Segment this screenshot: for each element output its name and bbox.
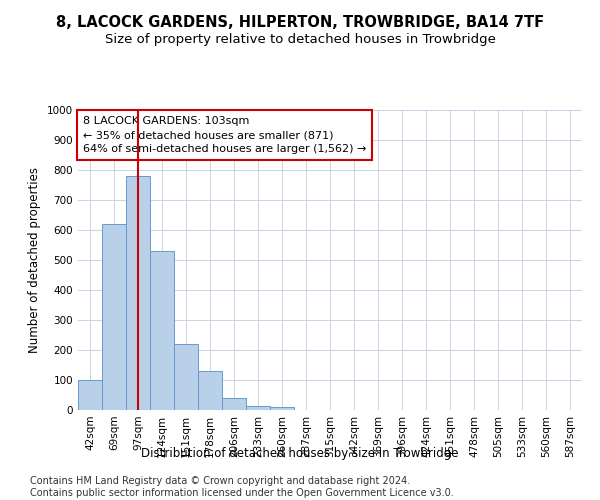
Bar — [78, 380, 102, 410]
Text: 8 LACOCK GARDENS: 103sqm
← 35% of detached houses are smaller (871)
64% of semi-: 8 LACOCK GARDENS: 103sqm ← 35% of detach… — [83, 116, 367, 154]
Bar — [150, 251, 174, 410]
Text: 8, LACOCK GARDENS, HILPERTON, TROWBRIDGE, BA14 7TF: 8, LACOCK GARDENS, HILPERTON, TROWBRIDGE… — [56, 15, 544, 30]
Bar — [270, 407, 294, 410]
Text: Contains HM Land Registry data © Crown copyright and database right 2024.
Contai: Contains HM Land Registry data © Crown c… — [30, 476, 454, 498]
Text: Distribution of detached houses by size in Trowbridge: Distribution of detached houses by size … — [141, 448, 459, 460]
Bar — [174, 344, 198, 410]
Bar — [126, 176, 150, 410]
Bar — [222, 398, 246, 410]
Bar — [246, 406, 270, 410]
Y-axis label: Number of detached properties: Number of detached properties — [28, 167, 41, 353]
Bar — [198, 371, 222, 410]
Text: Size of property relative to detached houses in Trowbridge: Size of property relative to detached ho… — [104, 32, 496, 46]
Bar — [102, 224, 126, 410]
